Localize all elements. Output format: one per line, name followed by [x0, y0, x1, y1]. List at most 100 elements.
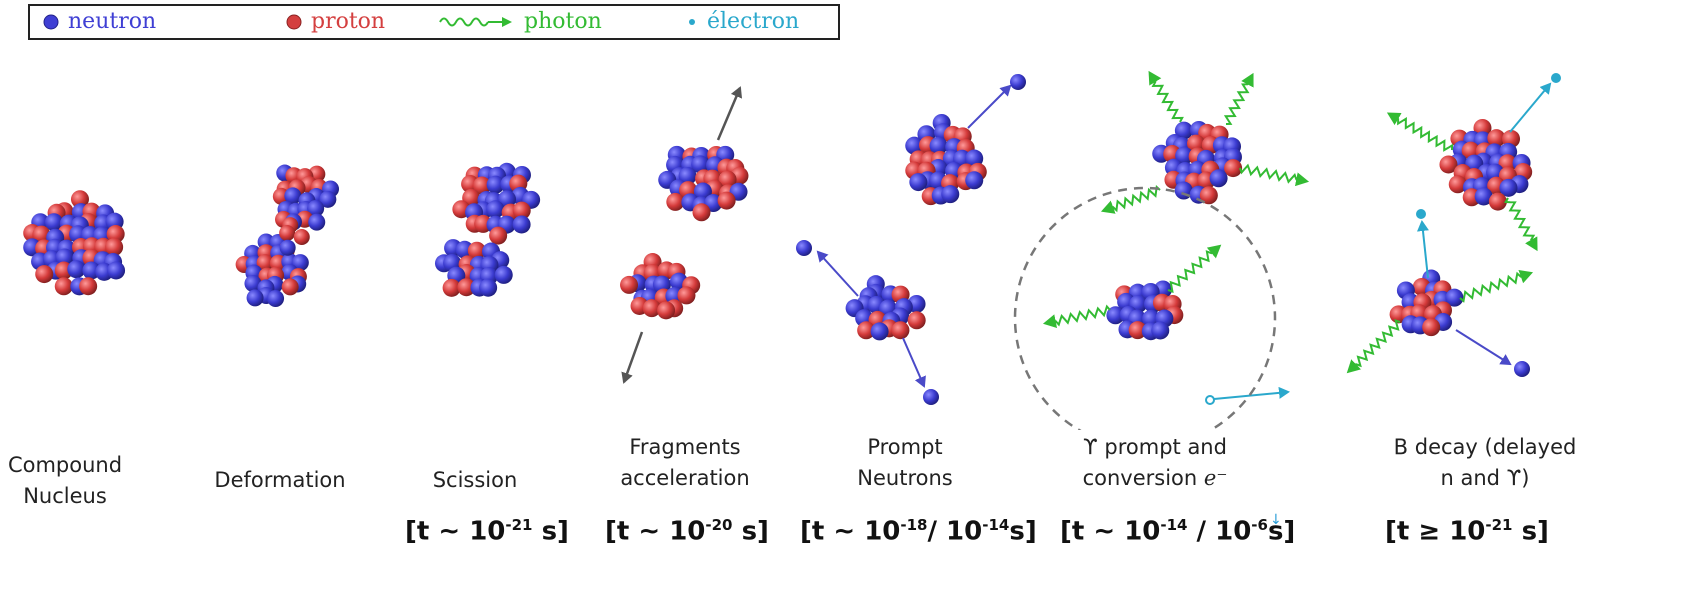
time-gamma-mid: / 10 [1187, 516, 1252, 547]
legend-item-electron: électron [685, 9, 799, 34]
label-acceleration-line1: Fragments [629, 435, 741, 459]
label-prompt-line2: Neutrons [857, 466, 953, 490]
neutron-ball [1174, 121, 1193, 140]
label-prompt-neutrons: Prompt Neutrons [830, 432, 980, 494]
proton-ball [293, 228, 310, 245]
time-scission: [t ~ 10-21 s] [405, 516, 569, 547]
proton-ball [1224, 159, 1243, 178]
neutron-arrow-4 [1455, 329, 1512, 366]
label-beta-line2: n and ϒ) [1440, 466, 1530, 490]
label-fragments-acceleration: Fragments acceleration [600, 432, 770, 494]
neutron-ball [905, 136, 924, 155]
photon-icon [439, 16, 512, 27]
beta-fragment-light [1389, 269, 1464, 337]
legend-label-electron: électron [707, 9, 800, 34]
neutron-ball [1499, 178, 1518, 197]
label-gamma-line2: conversion [1082, 466, 1204, 490]
proton-ball [891, 321, 910, 340]
neutron-arrow-3 [902, 337, 926, 388]
proton-ball [70, 190, 89, 209]
neutron-ball [479, 278, 498, 297]
neutron-ball [284, 187, 302, 205]
neutron-ball [965, 171, 984, 190]
gamma-fragment-heavy [1152, 120, 1243, 205]
time-beta-post: s] [1521, 516, 1549, 547]
prompt-fragment-heavy [905, 113, 987, 206]
neutron-ball [1445, 288, 1464, 307]
neutron-ball [486, 175, 505, 194]
time-beta-pre: [t ≥ 10 [1385, 516, 1486, 547]
neutron-ball [929, 136, 948, 155]
electron-dot [1416, 209, 1426, 219]
electron-icon [689, 18, 695, 25]
neutron-ball [1175, 146, 1194, 165]
deformation-lobe-upper [272, 164, 340, 231]
electron-arrow-1 [1213, 386, 1290, 400]
emitted-neutron [1514, 361, 1530, 377]
time-gamma-exp2: -6 [1251, 516, 1268, 534]
proton-ball [105, 238, 124, 257]
proton-ball [1422, 318, 1441, 337]
neutron-ball [267, 289, 285, 307]
proton-ball [467, 241, 486, 260]
legend-item-proton: proton [285, 9, 385, 34]
time-scission-exp: -21 [505, 516, 533, 534]
proton-ball [32, 225, 51, 244]
label-prompt-line1: Prompt [867, 435, 943, 459]
proton-ball [657, 301, 676, 320]
label-deformation: Deformation [200, 465, 360, 496]
proton-ball [620, 275, 639, 294]
proton-ball [473, 176, 492, 195]
photon-arrow-9 [1459, 270, 1534, 303]
legend-label-neutron: neutron [68, 9, 157, 34]
legend-label-photon: photon [524, 9, 602, 34]
small-tick-mark: ↓ [1270, 512, 1282, 528]
proton-ball [642, 299, 661, 318]
proton-ball [1199, 186, 1218, 205]
scission-fragment-light [434, 239, 513, 297]
neutron-ball [246, 289, 264, 307]
prompt-fragment-light [845, 275, 926, 341]
photon-arrow-4 [1100, 184, 1161, 214]
electron-dot [1205, 395, 1215, 405]
proton-ball [489, 226, 508, 245]
neutron-ball [55, 248, 74, 267]
label-gamma-electron-symbol: e⁻ [1203, 466, 1228, 490]
time-gamma-pre: [t ~ 10 [1060, 516, 1161, 547]
electron-arrow-2 [1509, 82, 1552, 133]
neutron-ball [486, 200, 505, 219]
neutron-ball [279, 239, 296, 256]
label-compound-nucleus: Compound Nucleus [0, 450, 130, 512]
label-gamma-line2-wrap: conversion e⁻ [1055, 463, 1255, 494]
label-beta-decay: Β decay (delayed n and ϒ) [1380, 432, 1590, 494]
time-gamma-exp: -14 [1160, 516, 1188, 534]
time-acceleration: [t ~ 10-20 s] [605, 516, 769, 547]
proton-ball [79, 277, 98, 296]
legend-item-photon: photon [438, 9, 602, 34]
neutron-arrow-2 [816, 250, 859, 297]
proton-ball [1128, 321, 1147, 340]
time-prompt-post: s] [1009, 516, 1037, 547]
time-scission-post: s] [541, 516, 569, 547]
photon-arrow-2 [1223, 72, 1254, 125]
neutron-ball [44, 213, 63, 232]
proton-ball [256, 254, 274, 272]
time-prompt-pre: [t ~ 10 [800, 516, 901, 547]
proton-ball [457, 278, 476, 297]
proton-ball [281, 278, 299, 296]
neutron-ball [1151, 321, 1170, 340]
photon-arrow-7 [1386, 112, 1454, 152]
proton-ball [35, 265, 54, 284]
proton-ball [512, 201, 531, 220]
emitted-neutron [796, 240, 812, 256]
proton-ball [857, 321, 876, 340]
emitted-neutron [923, 389, 939, 405]
compound-nucleus [23, 190, 126, 296]
neutron-ball [693, 182, 712, 201]
neutron-icon [43, 14, 59, 29]
time-acceleration-pre: [t ~ 10 [605, 516, 706, 547]
fission-diagram [23, 70, 1561, 430]
legend-label-proton: proton [311, 9, 386, 34]
acceleration-arrow-down [621, 331, 644, 384]
deformation-neck [279, 217, 310, 256]
